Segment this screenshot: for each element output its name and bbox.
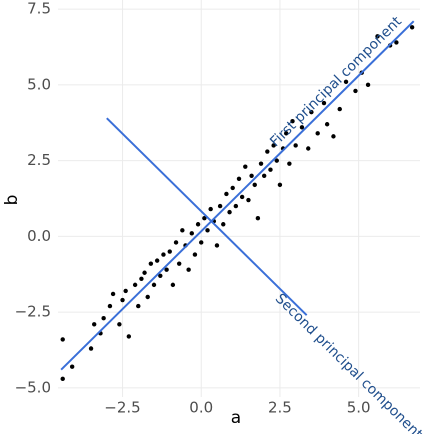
point <box>132 282 138 288</box>
point <box>230 185 235 191</box>
point <box>161 252 166 257</box>
point <box>139 276 144 282</box>
point <box>158 273 163 278</box>
point <box>268 167 273 172</box>
y-tick-label: −5.0 <box>15 378 51 396</box>
point <box>199 240 204 245</box>
point <box>321 100 327 106</box>
x-axis-label: a <box>231 408 241 428</box>
y-tick-label: −2.5 <box>15 303 51 321</box>
x-tick-label: 5.0 <box>347 399 371 417</box>
point <box>309 109 314 115</box>
point <box>205 228 210 233</box>
point <box>331 134 336 139</box>
point <box>224 191 229 197</box>
y-tick-label: 5.0 <box>27 75 51 93</box>
point <box>274 158 279 163</box>
point <box>173 240 179 245</box>
point <box>277 182 283 188</box>
point <box>208 206 213 212</box>
point <box>170 282 176 288</box>
point <box>258 161 264 166</box>
point <box>252 182 257 188</box>
y-tick-label: 0.0 <box>27 227 51 245</box>
point <box>154 258 160 263</box>
point <box>167 249 172 254</box>
point <box>315 131 320 136</box>
x-tick-label: 2.5 <box>268 399 292 417</box>
point <box>192 252 198 257</box>
point <box>239 194 245 200</box>
point <box>202 215 207 221</box>
y-axis-label: b <box>2 195 22 206</box>
point <box>151 282 157 288</box>
point <box>186 267 191 272</box>
point <box>101 316 106 321</box>
point <box>255 215 261 221</box>
point <box>365 82 371 88</box>
point <box>261 173 267 178</box>
point <box>148 261 154 266</box>
point <box>236 176 242 182</box>
point <box>88 346 94 351</box>
point <box>60 376 65 382</box>
point <box>249 173 254 178</box>
point <box>126 334 132 339</box>
point <box>227 209 232 215</box>
point <box>136 303 141 309</box>
y-tick-label: 7.5 <box>27 0 51 18</box>
point <box>409 25 415 30</box>
point <box>265 149 270 154</box>
point <box>110 291 116 297</box>
point <box>271 143 276 148</box>
point <box>394 40 399 45</box>
point <box>142 270 147 275</box>
point <box>176 261 182 266</box>
pc-line <box>106 117 308 316</box>
point <box>299 125 305 130</box>
x-tick-label: −2.5 <box>104 399 140 417</box>
point <box>306 146 311 151</box>
pc-line <box>60 20 415 371</box>
point <box>145 294 150 300</box>
point <box>69 364 75 369</box>
point <box>123 288 128 294</box>
point <box>287 161 292 166</box>
point <box>195 222 201 227</box>
point <box>214 243 220 248</box>
y-tick-label: 2.5 <box>27 151 51 169</box>
point <box>217 203 223 209</box>
annotation: First principal component <box>267 13 405 150</box>
point <box>293 143 298 148</box>
point <box>290 119 295 124</box>
x-tick-label: 0.0 <box>189 399 213 417</box>
point <box>180 228 185 233</box>
point <box>189 231 194 236</box>
point <box>92 322 97 327</box>
point <box>353 88 358 94</box>
point <box>246 197 251 203</box>
point <box>324 122 330 127</box>
point <box>120 297 125 303</box>
point <box>337 106 342 112</box>
point <box>60 337 65 342</box>
point <box>117 322 122 327</box>
point <box>164 267 169 272</box>
point <box>233 203 239 209</box>
point <box>243 164 248 169</box>
point <box>107 303 113 309</box>
point <box>221 222 226 227</box>
point <box>375 34 380 39</box>
point <box>343 79 349 85</box>
point <box>284 131 289 136</box>
